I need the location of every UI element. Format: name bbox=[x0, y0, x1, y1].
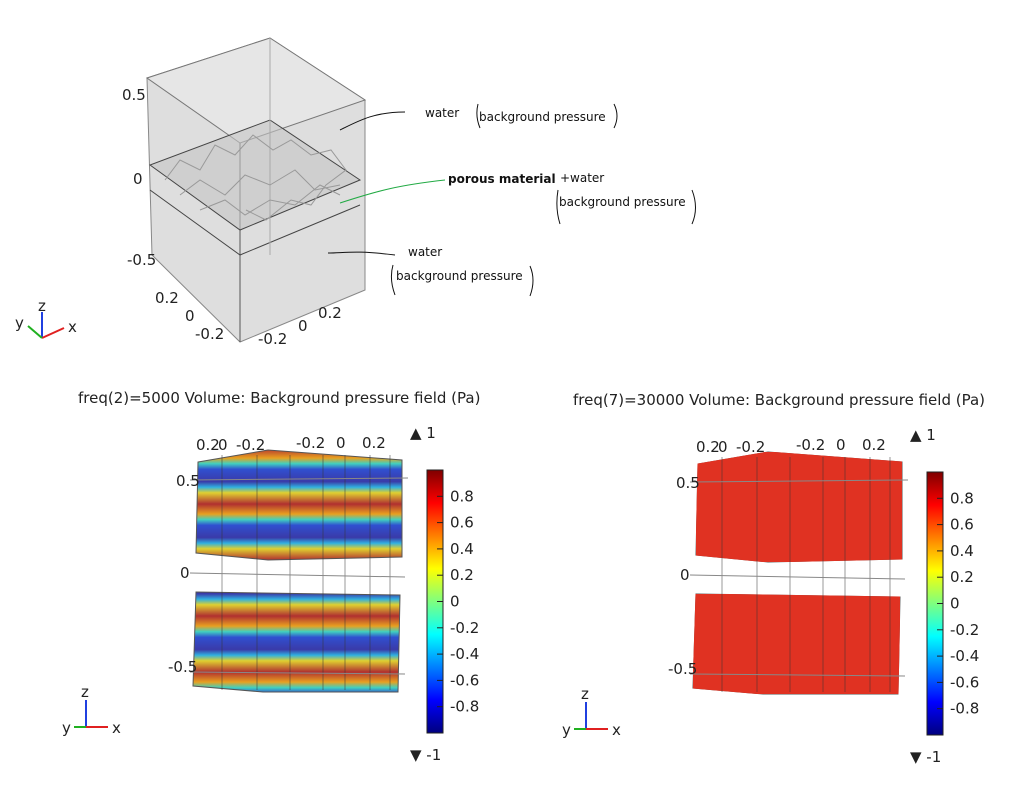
z-tick: 0.5 bbox=[176, 472, 200, 490]
grid-line bbox=[189, 477, 409, 481]
colorbar-tick-label: 0 bbox=[950, 595, 960, 613]
y-tick: -0.2 bbox=[195, 325, 224, 343]
colorbar-tick-label: 0.4 bbox=[450, 540, 474, 558]
plot-title: freq(2)=5000 Volume: Background pressure… bbox=[78, 389, 480, 407]
svg-text:y: y bbox=[562, 721, 571, 739]
colorbar-tick-label: 0.8 bbox=[450, 487, 474, 505]
leader-line bbox=[339, 111, 406, 131]
axis-tick: 0.2 bbox=[362, 434, 386, 452]
z-tick: 0 bbox=[680, 566, 690, 584]
label-middle-domain: porous material bbox=[448, 172, 556, 186]
svg-text:y: y bbox=[62, 719, 71, 737]
label-top-domain: water bbox=[425, 106, 459, 120]
y-tick: 0.2 bbox=[155, 289, 179, 307]
z-tick: -0.5 bbox=[668, 660, 697, 678]
colorbar-tick-label: -0.2 bbox=[450, 619, 479, 637]
colorbar-tick-label: -0.6 bbox=[950, 673, 979, 691]
colorbar-tick-label: -0.2 bbox=[950, 621, 979, 639]
colorbar-tick-label: 0.6 bbox=[450, 514, 474, 532]
svg-text:z: z bbox=[81, 683, 89, 701]
svg-text:x: x bbox=[112, 719, 121, 737]
colorbar-tick-label: 0.8 bbox=[950, 489, 974, 507]
leader-line-green bbox=[339, 179, 446, 204]
plot-panel-1: freq(2)=5000 Volume: Background pressure… bbox=[62, 389, 480, 764]
label-bottom-domain: water bbox=[408, 245, 442, 259]
colorbar-tick-label: 0 bbox=[450, 593, 460, 611]
svg-text:z: z bbox=[581, 685, 589, 703]
colorbar-tick-label: 0.2 bbox=[950, 568, 974, 586]
volume-texture bbox=[695, 451, 903, 563]
svg-text:x: x bbox=[68, 318, 77, 336]
geometry-view: 0.5 0 -0.5 0.2 0 -0.2 0.2 0 -0.2 water b… bbox=[15, 37, 696, 348]
z-tick: 0 bbox=[133, 170, 143, 188]
axis-tick: 0.2 bbox=[862, 436, 886, 454]
colorbar-tick-label: 0.4 bbox=[950, 542, 974, 560]
label-bottom-condition: background pressure bbox=[396, 269, 523, 283]
axis-triad: z x y bbox=[62, 683, 121, 737]
svg-text:y: y bbox=[15, 314, 24, 332]
axis-tick: -0.2 bbox=[296, 434, 325, 452]
grid-line bbox=[689, 479, 909, 483]
z-tick: 0.5 bbox=[122, 86, 146, 104]
x-tick: 0 bbox=[298, 317, 308, 335]
z-tick: -0.5 bbox=[127, 251, 156, 269]
axis-tick: -0.2 bbox=[796, 436, 825, 454]
y-tick: 0 bbox=[185, 307, 195, 325]
colorbar-tick-label: -0.4 bbox=[450, 645, 479, 663]
label-middle-extra: +water bbox=[560, 171, 604, 185]
axis-tick: 0.2 bbox=[196, 436, 220, 454]
colorbar-tick-label: 0.6 bbox=[950, 516, 974, 534]
axis-tick: 0 bbox=[336, 434, 346, 452]
volume-texture bbox=[692, 593, 901, 695]
z-tick: -0.5 bbox=[168, 658, 197, 676]
plot-title: freq(7)=30000 Volume: Background pressur… bbox=[573, 391, 985, 409]
plot-panel-2: freq(7)=30000 Volume: Background pressur… bbox=[562, 391, 985, 766]
axis-tick: 0.2 bbox=[696, 438, 720, 456]
colorbar-tick-label: -0.4 bbox=[950, 647, 979, 665]
colorbar-tick-label: -0.6 bbox=[450, 671, 479, 689]
volume-slab-bottom bbox=[192, 591, 401, 693]
colorbar-tick-label: -0.8 bbox=[950, 700, 979, 718]
x-tick: 0.2 bbox=[318, 304, 342, 322]
label-middle-condition: background pressure bbox=[559, 195, 686, 209]
colorbar-max: ▲ 1 bbox=[410, 424, 436, 442]
axis-tick: 0 bbox=[836, 436, 846, 454]
colorbar-max: ▲ 1 bbox=[910, 426, 936, 444]
axis-tick: 0 bbox=[218, 436, 228, 454]
colorbar-tick-label: 0.2 bbox=[450, 566, 474, 584]
z-tick: 0.5 bbox=[676, 474, 700, 492]
colorbar-min: ▼ -1 bbox=[910, 748, 941, 766]
x-tick: -0.2 bbox=[258, 330, 287, 348]
grid-line bbox=[189, 572, 406, 578]
z-tick: 0 bbox=[180, 564, 190, 582]
axis-triad: z x y bbox=[15, 297, 77, 339]
axis-tick: -0.2 bbox=[236, 436, 265, 454]
colorbar-min: ▼ -1 bbox=[410, 746, 441, 764]
svg-text:z: z bbox=[38, 297, 46, 315]
leader-line bbox=[327, 251, 396, 256]
axis-triad: z x y bbox=[562, 685, 621, 739]
grid-line bbox=[189, 671, 406, 675]
colorbar-tick-label: -0.8 bbox=[450, 698, 479, 716]
svg-text:x: x bbox=[612, 721, 621, 739]
axis-tick: -0.2 bbox=[736, 438, 765, 456]
volume-slab-top bbox=[195, 449, 403, 561]
grid-line bbox=[689, 673, 906, 677]
axis-tick: 0 bbox=[718, 438, 728, 456]
grid-line bbox=[689, 574, 906, 580]
label-top-condition: background pressure bbox=[479, 110, 606, 124]
